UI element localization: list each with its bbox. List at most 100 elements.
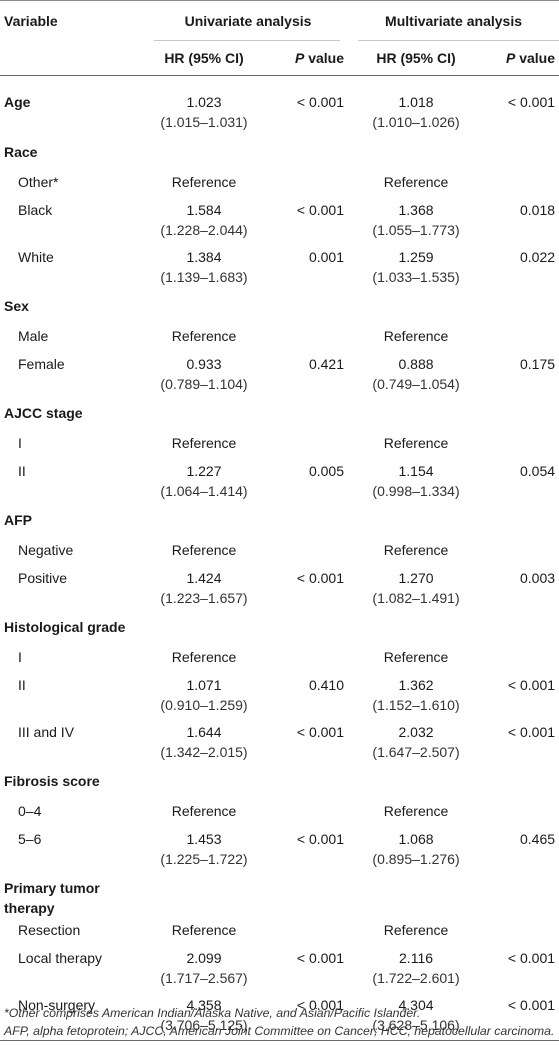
multi-p-value xyxy=(484,506,559,538)
multi-hr-cell: 1.259 (1.033–1.535) xyxy=(348,245,484,292)
uni-hr-cell: Reference xyxy=(148,538,268,566)
uni-hr-cell: 2.099 (1.717–2.567) xyxy=(148,946,268,993)
variable-label: 5–6 xyxy=(18,831,42,847)
uni-p-value: < 0.001 xyxy=(296,831,345,847)
multi-ci-value: (0.749–1.054) xyxy=(372,376,460,392)
multi-p-value xyxy=(484,767,559,799)
multi-p-value xyxy=(484,645,559,673)
uni-ci-value: (1.015–1.031) xyxy=(160,114,248,130)
multi-hr-cell: Reference xyxy=(348,324,484,352)
uni-ci-value: (1.064–1.414) xyxy=(160,483,248,499)
multi-hr-cell xyxy=(348,138,484,170)
variable-label: White xyxy=(18,249,54,265)
multi-hr-cell: 2.032 (1.647–2.507) xyxy=(348,720,484,767)
multi-p-value xyxy=(484,538,559,566)
p-rest: value xyxy=(515,50,556,66)
multi-p-value: 0.003 xyxy=(519,570,556,586)
variable-label: Female xyxy=(18,356,65,372)
multi-hr-value: 1.362 xyxy=(398,677,434,693)
multi-hr-value: Reference xyxy=(383,922,449,938)
multi-p-value xyxy=(484,799,559,827)
footnote-abbreviations: AFP, alpha fetoprotein; AJCC, American J… xyxy=(4,1024,555,1038)
uni-hr-cell: Reference xyxy=(148,645,268,673)
multi-p-value: 0.022 xyxy=(519,249,556,265)
uni-p-value: < 0.001 xyxy=(296,94,345,110)
uni-p-header: P value xyxy=(268,41,349,76)
multi-p-value xyxy=(484,399,559,431)
uni-p-value xyxy=(268,645,348,673)
multi-hr-cell xyxy=(348,874,484,918)
multi-ci-value: (1.033–1.535) xyxy=(372,269,460,285)
category-label: AJCC stage xyxy=(4,405,83,421)
uni-hr-value: Reference xyxy=(171,803,237,819)
multi-hr-value: Reference xyxy=(383,328,449,344)
multi-hr-value: 1.068 xyxy=(398,831,434,847)
multi-hr-cell: Reference xyxy=(348,431,484,459)
multi-p-value xyxy=(484,613,559,645)
uni-p-value xyxy=(268,799,348,827)
multi-hr-cell xyxy=(348,506,484,538)
category-label: Age xyxy=(4,94,31,110)
uni-hr-cell: 1.424 (1.223–1.657) xyxy=(148,566,268,613)
uni-hr-cell: 1.584 (1.228–2.044) xyxy=(148,198,268,245)
table-row: Local therapy 2.099 (1.717–2.567) < 0.001 2.… xyxy=(0,946,559,993)
uni-hr-value: 0.933 xyxy=(186,356,222,372)
uni-hr-cell xyxy=(148,138,268,170)
table-row: Non-surgery 4.358 (3.706–5.125) < 0.001 4.30… xyxy=(0,993,559,1041)
uni-hr-cell: Reference xyxy=(148,324,268,352)
uni-p-value: 0.421 xyxy=(308,356,345,372)
multi-hr-cell xyxy=(348,292,484,324)
uni-hr-cell: 1.384 (1.139–1.683) xyxy=(148,245,268,292)
multi-hr-cell: 1.018 (1.010–1.026) xyxy=(348,76,484,139)
multi-hr-value: 4.304 xyxy=(398,997,434,1013)
multi-p-value: 0.018 xyxy=(519,202,556,218)
table-row: AJCC stage xyxy=(0,399,559,431)
uni-p-value xyxy=(268,170,348,198)
uni-hr-value: Reference xyxy=(171,174,237,190)
variable-label: III and IV xyxy=(18,724,75,740)
multi-ci-value: (1.082–1.491) xyxy=(372,590,460,606)
multi-hr-cell: Reference xyxy=(348,538,484,566)
uni-hr-value: 1.453 xyxy=(186,831,222,847)
table-row: White 1.384 (1.139–1.683) 0.001 1.259 (1.033–… xyxy=(0,245,559,292)
table-row: 5–6 1.453 (1.225–1.722) < 0.001 1.068 (0.895–… xyxy=(0,827,559,874)
uni-hr-value: Reference xyxy=(171,328,237,344)
header-row-groups: Variable Univariate analysis Multivariat… xyxy=(0,0,559,41)
uni-hr-value: 1.071 xyxy=(186,677,222,693)
uni-p-value xyxy=(268,431,348,459)
p-rest: value xyxy=(304,50,345,66)
uni-p-value: < 0.001 xyxy=(268,993,349,1041)
variable-label: Non-surgery xyxy=(0,993,148,1041)
multi-ci-value: (3.628–5.106) xyxy=(372,1017,460,1033)
table-row: I Reference Reference xyxy=(0,431,559,459)
table-row: III and IV 1.644 (1.342–2.015) < 0.001 2.032… xyxy=(0,720,559,767)
uni-hr-value: 1.584 xyxy=(186,202,222,218)
multi-hr-value: 1.018 xyxy=(398,94,434,110)
uni-p-value xyxy=(268,324,348,352)
uni-ci-value: (1.139–1.683) xyxy=(160,269,248,285)
table-row: AFP xyxy=(0,506,559,538)
uni-hr-cell xyxy=(148,399,268,431)
uni-p-value: 0.410 xyxy=(308,677,345,693)
table-row: I Reference Reference xyxy=(0,645,559,673)
multi-hr-value: 0.888 xyxy=(398,356,434,372)
category-label: Race xyxy=(4,144,38,160)
uni-hr-header: HR (95% CI) xyxy=(148,41,268,76)
uni-hr-cell xyxy=(148,767,268,799)
uni-p-value xyxy=(268,292,348,324)
multi-p-value xyxy=(484,324,559,352)
uni-hr-cell: 0.933 (0.789–1.104) xyxy=(148,352,268,399)
multi-p-value: < 0.001 xyxy=(507,950,556,966)
multi-p-value xyxy=(484,874,559,918)
multi-hr-value: Reference xyxy=(383,542,449,558)
variable-header: Variable xyxy=(0,0,148,41)
multi-ci-value: (1.722–2.601) xyxy=(372,970,460,986)
table-row: II 1.227 (1.064–1.414) 0.005 1.154 (0.998–1.3… xyxy=(0,459,559,506)
uni-hr-cell: Reference xyxy=(148,431,268,459)
multi-ci-value: (1.010–1.026) xyxy=(372,114,460,130)
uni-hr-cell xyxy=(148,506,268,538)
multi-hr-value: Reference xyxy=(383,174,449,190)
category-label: Histological grade xyxy=(4,619,126,635)
variable-label: II xyxy=(18,677,26,693)
uni-ci-value: (1.225–1.722) xyxy=(160,851,248,867)
